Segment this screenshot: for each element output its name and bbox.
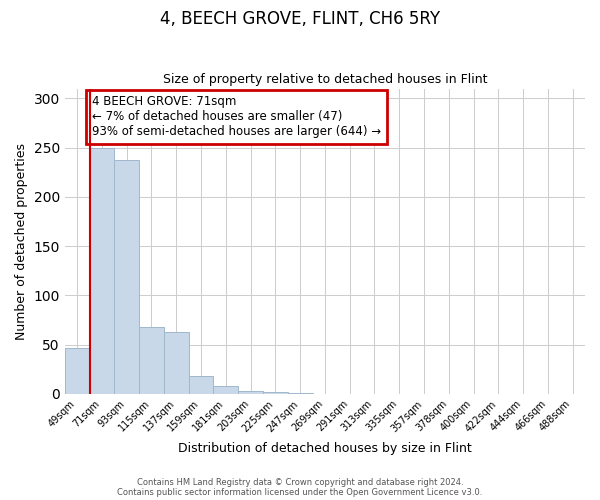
Bar [263, 392, 288, 394]
Bar [89, 148, 115, 394]
Title: Size of property relative to detached houses in Flint: Size of property relative to detached ho… [163, 73, 487, 86]
X-axis label: Distribution of detached houses by size in Flint: Distribution of detached houses by size … [178, 442, 472, 455]
Bar [65, 348, 89, 394]
Bar [188, 376, 214, 394]
Bar [214, 386, 238, 394]
Bar [164, 332, 188, 394]
Y-axis label: Number of detached properties: Number of detached properties [15, 142, 28, 340]
Text: 4 BEECH GROVE: 71sqm
← 7% of detached houses are smaller (47)
93% of semi-detach: 4 BEECH GROVE: 71sqm ← 7% of detached ho… [92, 96, 381, 138]
Bar [139, 327, 164, 394]
Text: Contains HM Land Registry data © Crown copyright and database right 2024.
Contai: Contains HM Land Registry data © Crown c… [118, 478, 482, 497]
Bar [115, 160, 139, 394]
Text: 4, BEECH GROVE, FLINT, CH6 5RY: 4, BEECH GROVE, FLINT, CH6 5RY [160, 10, 440, 28]
Bar [238, 391, 263, 394]
Bar [288, 393, 313, 394]
